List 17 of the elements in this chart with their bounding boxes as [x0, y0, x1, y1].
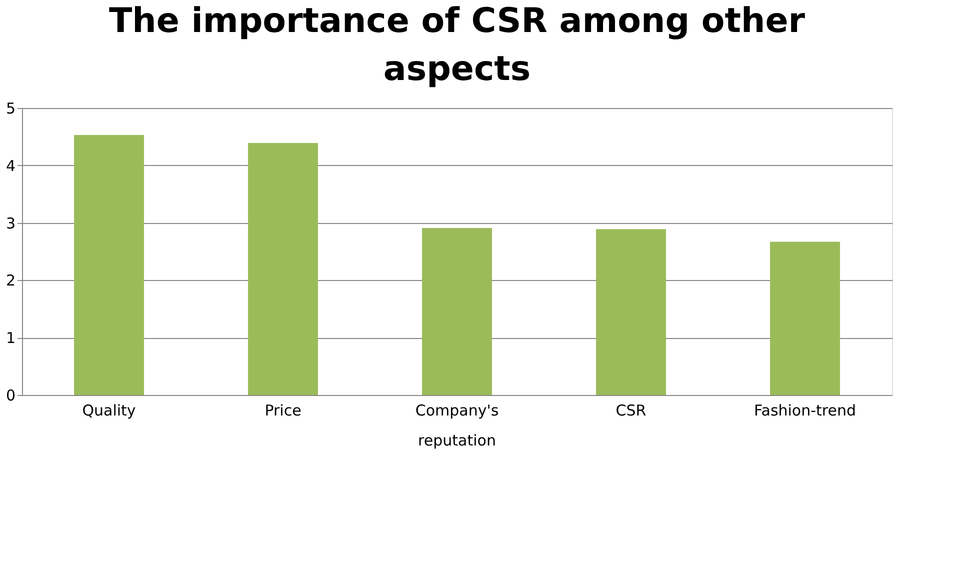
x-tick-label: Quality — [82, 402, 136, 420]
bar — [248, 143, 318, 395]
x-tick-label: Fashion-trend — [754, 402, 856, 420]
bar — [596, 229, 666, 395]
y-tick-label: 2 — [6, 272, 16, 290]
x-tick-label: Price — [264, 402, 302, 420]
x-tick-label: CSR — [616, 402, 646, 420]
bar — [74, 134, 144, 395]
y-tick-label: 3 — [6, 214, 16, 232]
y-tick-label: 5 — [6, 100, 16, 118]
x-tick-label: Company's reputation — [415, 402, 499, 450]
y-tick-label: 4 — [6, 156, 16, 175]
y-tick-label: 1 — [6, 329, 16, 348]
chart-title: The importance of CSR among other aspects — [108, 1, 806, 89]
y-tick-label: 0 — [6, 386, 16, 404]
bar — [770, 242, 840, 395]
bar — [422, 228, 492, 395]
